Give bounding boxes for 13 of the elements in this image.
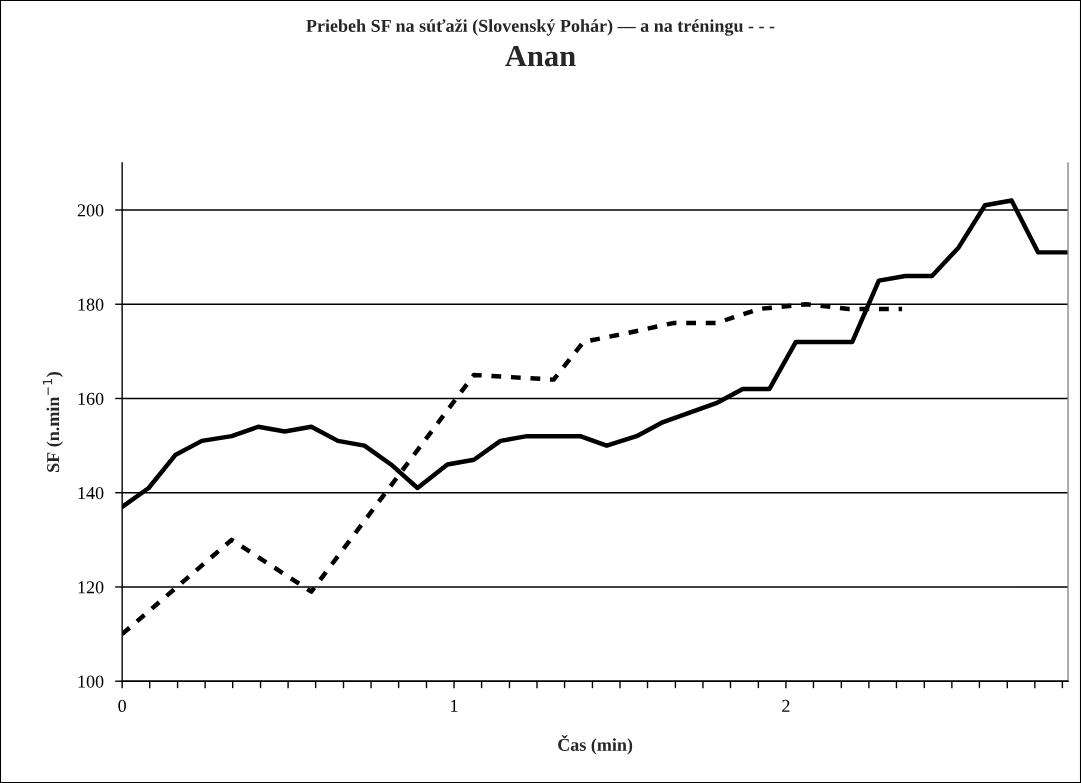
x-axis-title: Čas (min) [558,735,633,755]
y-tick-label: 200 [77,204,104,217]
y-tick-label: 180 [78,298,104,311]
chart-title: Priebeh SF na súťaži (Slovenský Pohár) — a na tréningu - - - [306,19,775,36]
y-tick-label: 100 [78,675,104,688]
x-tick-label: 1 [451,699,458,712]
x-tick-label: 2 [782,699,790,712]
chart-subtitle: Anan [505,45,576,67]
y-axis-title: SF (n.min$^{−1}$) [42,372,63,472]
y-tick-label: 160 [78,392,104,405]
x-tick-label: 0 [118,699,126,712]
y-tick-label: 120 [78,581,104,594]
y-tick-label: 140 [78,486,104,500]
